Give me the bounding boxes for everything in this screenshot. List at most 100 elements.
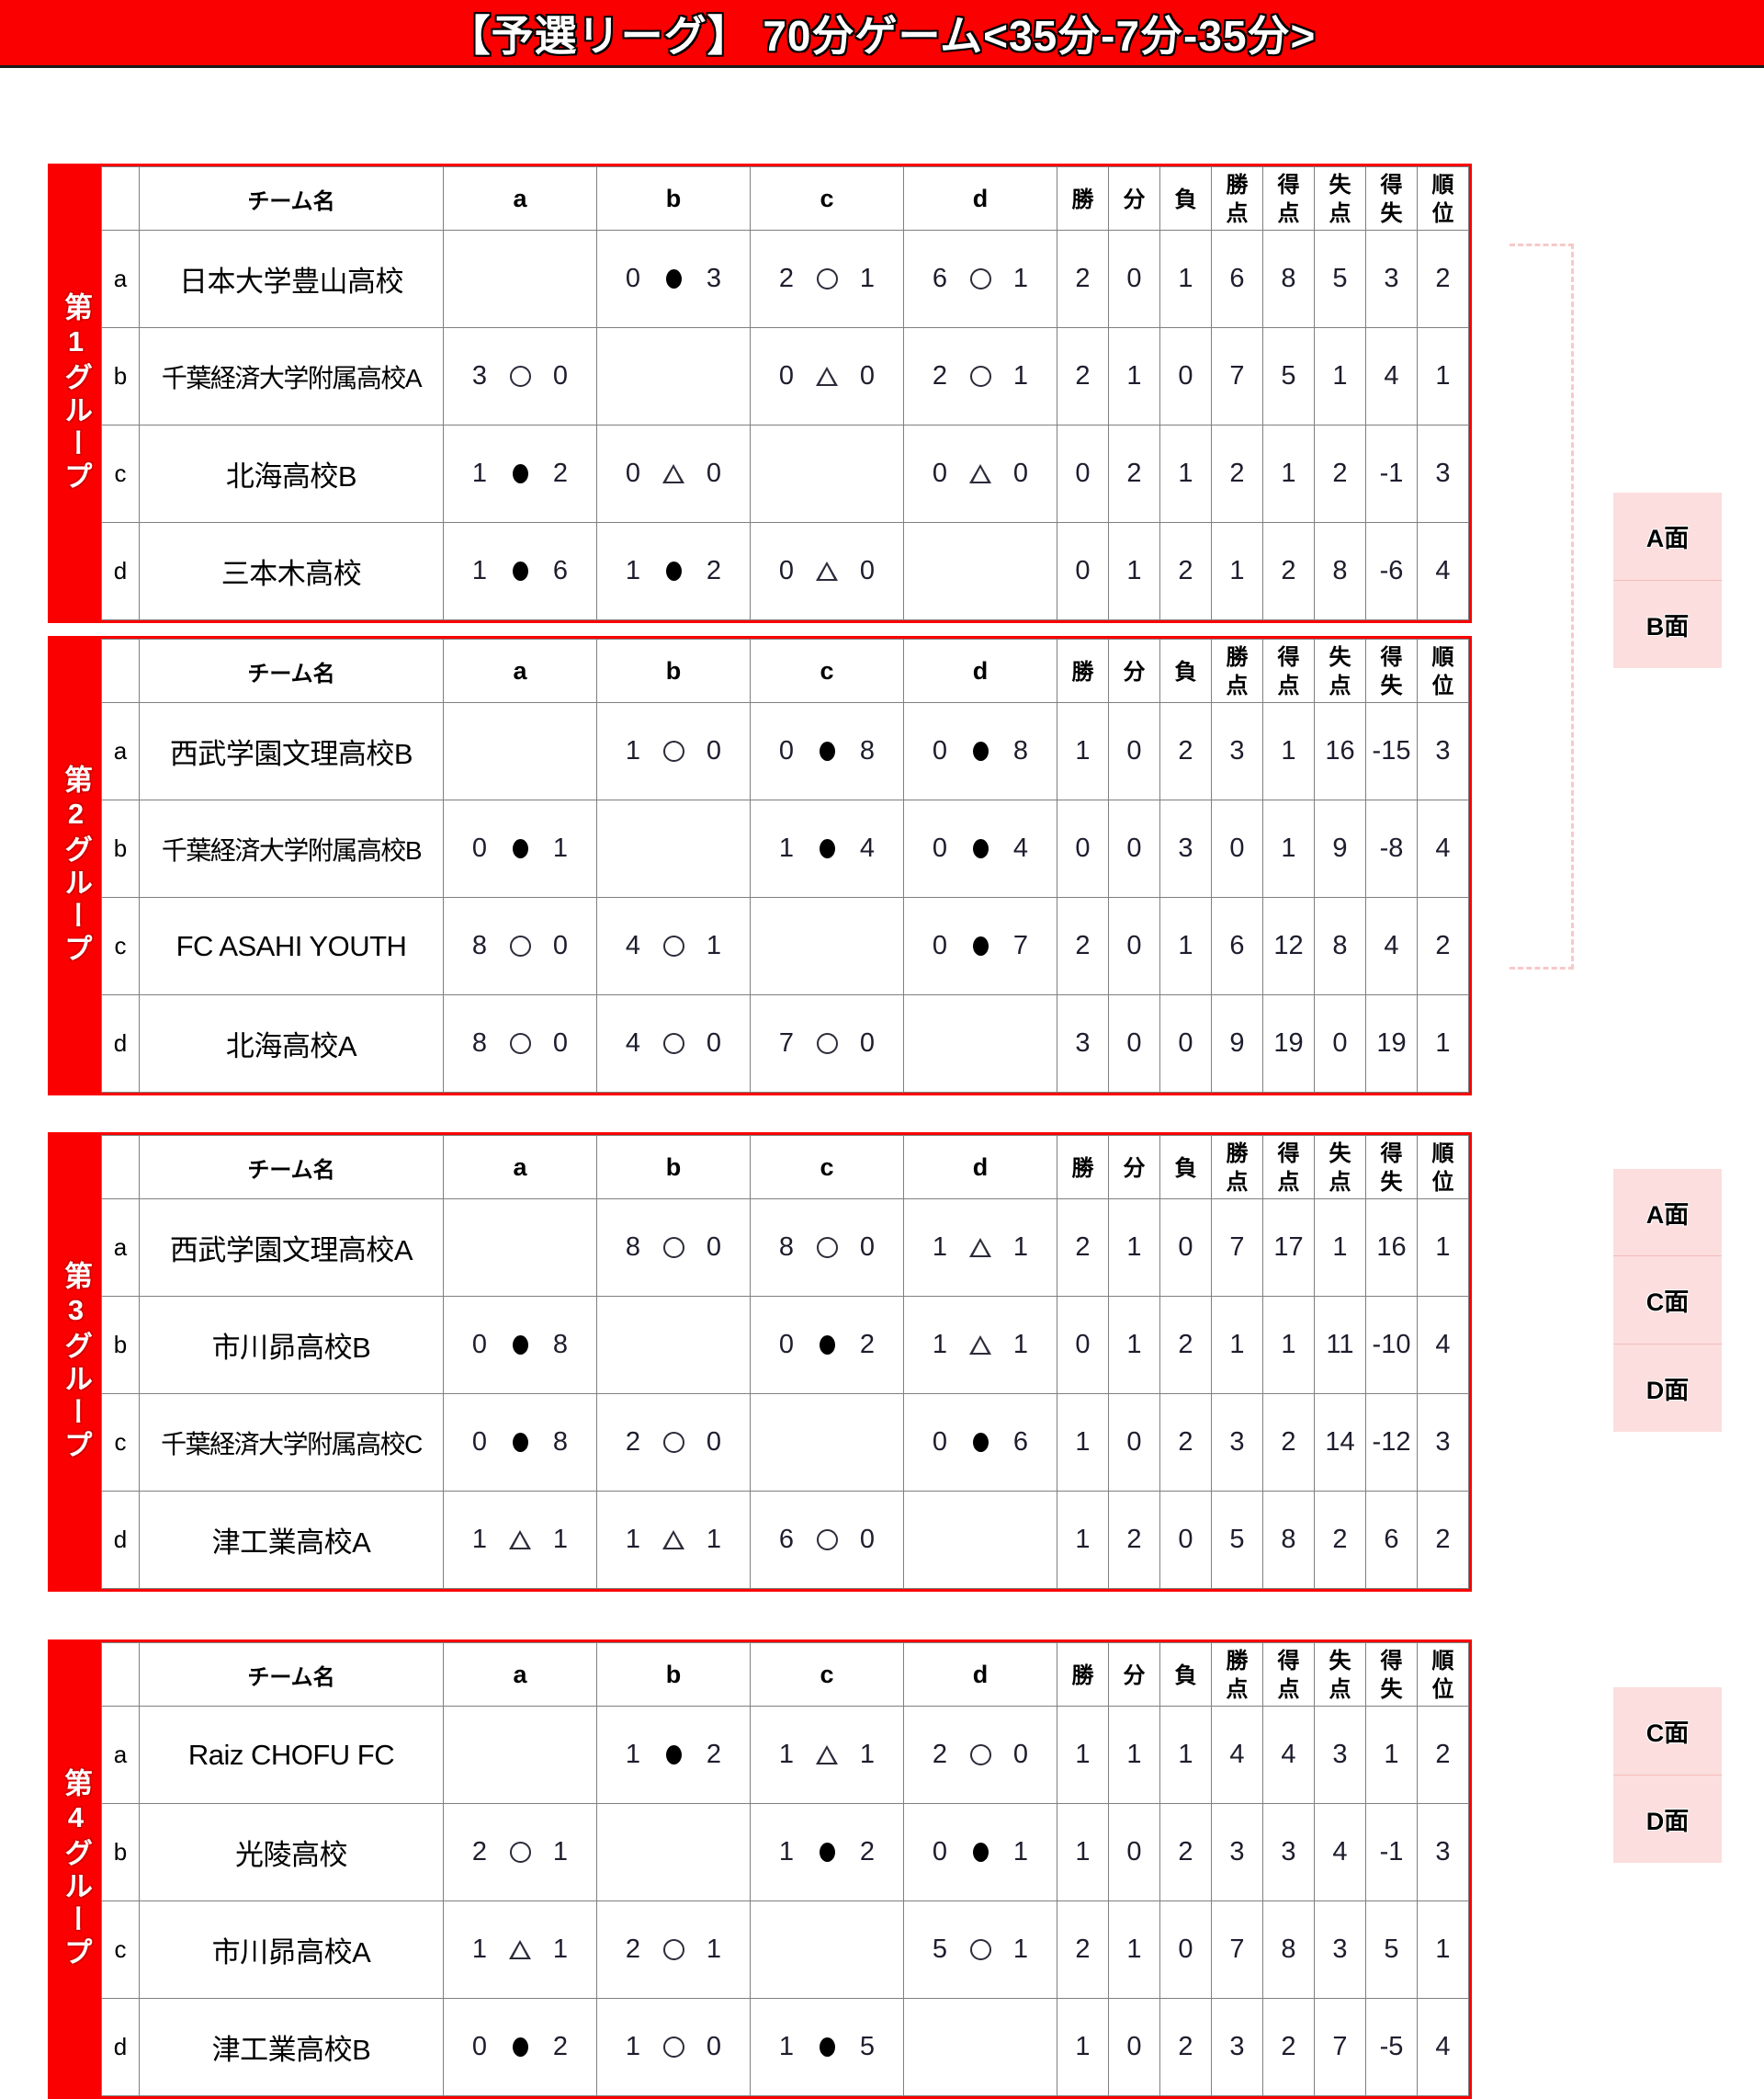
match-result-mark xyxy=(965,268,996,289)
team-name-cell: 西武学園文理高校B xyxy=(139,702,444,800)
table-row: a 日本大学豊山高校 0 3 2 1 6 1 2 0 1 6 8 5 3 2 xyxy=(101,230,1469,328)
match-score-left: 1 xyxy=(932,1232,948,1262)
team-name-cell: 西武学園文理高校A xyxy=(139,1198,444,1297)
match-result-mark xyxy=(965,1238,996,1257)
loss-dot-icon xyxy=(819,1335,835,1355)
table-row: d 津工業高校B 0 2 1 0 1 5 1 0 2 3 2 7 -5 4 xyxy=(101,1998,1469,2096)
header-key xyxy=(101,166,140,231)
field-panel-1: A面 B面 xyxy=(1613,493,1722,668)
stat-goal-diff: 19 xyxy=(1365,994,1418,1093)
team-name-cell: 津工業高校A xyxy=(139,1491,444,1589)
stat-points: 6 xyxy=(1211,230,1263,328)
stat-draw: 2 xyxy=(1108,425,1160,523)
self-match-blackout xyxy=(903,522,1057,620)
loss-dot-icon xyxy=(819,2037,835,2057)
table-row: a Raiz CHOFU FC 1 2 1 1 2 0 1 1 1 4 4 3 1 2 xyxy=(101,1706,1469,1804)
match-result-mark xyxy=(965,1939,996,1960)
page-title-banner: 【予選リーグ】 70分ゲーム<35分-7分-35分> xyxy=(0,0,1764,68)
field-label-C面: C面 xyxy=(1613,1687,1722,1776)
match-score-right: 0 xyxy=(1012,459,1029,488)
group-label-text: 第3グループ xyxy=(60,1261,92,1463)
self-match-blackout xyxy=(596,327,751,425)
team-name-cell: 市川昴高校A xyxy=(139,1900,444,1999)
stat-points: 9 xyxy=(1211,994,1263,1093)
field-panel-3: C面 D面 xyxy=(1613,1687,1722,1863)
header-opponent-b: b xyxy=(596,166,751,231)
stat-win: 1 xyxy=(1057,1706,1109,1804)
match-score-right: 1 xyxy=(1012,1837,1029,1866)
stat-goals-against: 2 xyxy=(1314,425,1366,523)
match-score-right: 0 xyxy=(859,1028,876,1058)
match-score-right: 1 xyxy=(706,1525,722,1554)
field-label-A面: A面 xyxy=(1613,1169,1722,1257)
team-name-cell: 北海高校A xyxy=(139,994,444,1093)
row-key-b: b xyxy=(101,800,140,898)
row-key-a: a xyxy=(101,1706,140,1804)
header-loss: 負 xyxy=(1159,1135,1212,1199)
match-score-right: 2 xyxy=(552,2032,569,2061)
win-circle-icon xyxy=(662,1033,684,1054)
stat-goals-for: 1 xyxy=(1262,1296,1315,1394)
match-score-right: 6 xyxy=(552,556,569,585)
self-match-blackout xyxy=(443,702,597,800)
table-row: d 三本木高校 1 6 1 2 0 0 0 1 2 1 2 8 -6 4 xyxy=(101,522,1469,620)
match-result-mark xyxy=(504,1433,536,1452)
stat-draw: 1 xyxy=(1108,1296,1160,1394)
row-key-b: b xyxy=(101,1296,140,1394)
match-score-left: 0 xyxy=(471,1427,488,1457)
match-score-left: 1 xyxy=(778,1740,795,1769)
match-score-right: 1 xyxy=(552,1525,569,1554)
group-label-text: 第1グループ xyxy=(60,292,92,494)
stat-win: 2 xyxy=(1057,327,1109,425)
stat-goals-for: 2 xyxy=(1262,1393,1315,1492)
match-score-left: 0 xyxy=(625,459,641,488)
match-result-mark xyxy=(811,562,842,581)
match-score-right: 1 xyxy=(706,1934,722,1964)
stat-win: 1 xyxy=(1057,1803,1109,1901)
match-result-mark xyxy=(658,2037,689,2058)
win-circle-icon xyxy=(662,1939,684,1960)
match-score-left: 0 xyxy=(932,736,948,766)
stat-goals-against: 8 xyxy=(1314,897,1366,995)
win-circle-icon xyxy=(509,936,531,957)
stat-win: 2 xyxy=(1057,1900,1109,1999)
header-goals-against: 失点 xyxy=(1314,1135,1366,1199)
stat-goal-diff: -8 xyxy=(1365,800,1418,898)
match-score-left: 0 xyxy=(932,834,948,863)
match-score-right: 1 xyxy=(1012,1934,1029,1964)
match-score-left: 0 xyxy=(778,361,795,391)
stat-rank: 1 xyxy=(1417,1900,1469,1999)
match-result-mark xyxy=(965,1744,996,1765)
stat-points: 5 xyxy=(1211,1491,1263,1589)
stat-goals-against: 4 xyxy=(1314,1803,1366,1901)
match-score-right: 8 xyxy=(552,1330,569,1359)
header-rank: 順位 xyxy=(1417,639,1469,703)
self-match-blackout xyxy=(903,1998,1057,2096)
stat-goals-for: 8 xyxy=(1262,1491,1315,1589)
stat-points: 3 xyxy=(1211,1998,1263,2096)
stat-draw: 0 xyxy=(1108,1998,1160,2096)
loss-dot-icon xyxy=(512,2037,528,2057)
group-label-2: 第2グループ xyxy=(51,639,101,1093)
stat-goals-for: 3 xyxy=(1262,1803,1315,1901)
match-result-mark xyxy=(811,268,842,289)
stat-win: 1 xyxy=(1057,1998,1109,2096)
stat-win: 0 xyxy=(1057,1296,1109,1394)
self-match-blackout xyxy=(596,1803,751,1901)
stat-goal-diff: -5 xyxy=(1365,1998,1418,2096)
header-opponent-b: b xyxy=(596,639,751,703)
stat-goals-for: 19 xyxy=(1262,994,1315,1093)
stat-goals-against: 11 xyxy=(1314,1296,1366,1394)
stat-loss: 0 xyxy=(1159,1491,1212,1589)
